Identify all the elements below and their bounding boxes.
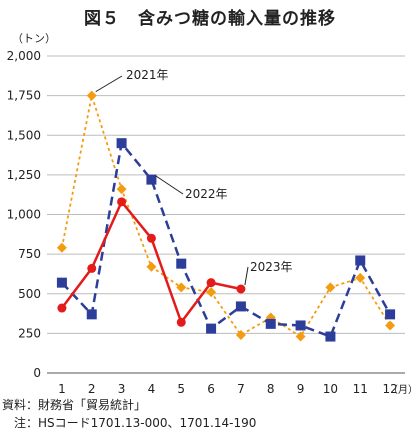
x-tick-label: 6 [207,382,215,396]
data-point [355,255,366,266]
source-note: 資料：財務省「貿易統計」 [2,398,147,412]
series-label: 2022年 [185,187,228,201]
data-point [86,90,97,101]
series-layer [56,90,396,342]
y-tick-label: 1,500 [7,128,41,142]
data-point [235,329,246,340]
x-tick-label: 5 [177,382,185,396]
data-point [56,242,67,253]
x-tick-label: 2 [88,382,96,396]
data-point [325,282,336,293]
y-tick-label: 0 [33,366,41,380]
data-point [206,287,217,298]
y-unit-label: （トン） [12,32,56,45]
data-point [86,309,97,320]
data-point [265,318,276,329]
x-unit-label: （月） [388,384,418,396]
x-tick-label: 3 [118,382,126,396]
x-tick-label: 11 [353,382,368,396]
data-point [146,233,156,243]
data-point [117,197,127,207]
y-tick-label: 250 [18,326,41,340]
data-point [176,282,187,293]
data-point [116,184,127,195]
data-point [87,263,97,273]
y-tick-label: 1,750 [7,89,41,103]
data-point [206,278,216,288]
x-tick-label: 8 [267,382,275,396]
data-point [146,174,157,185]
callout-line [155,175,184,195]
callout-line [95,75,123,93]
data-point [116,138,127,149]
series-line [61,95,391,338]
grid-lines [47,55,405,334]
chart-title: 図５ 含みつ糖の輸入量の推移 [84,9,336,29]
series-line [61,140,392,339]
data-point [56,277,67,288]
x-tick-label: 7 [237,382,245,396]
x-tick-label: 4 [148,382,156,396]
y-tick-label: 500 [18,287,41,301]
y-tick-label: 1,250 [7,168,41,182]
data-point [295,331,306,342]
data-point [206,323,217,334]
series-label: 2021年 [126,68,169,82]
data-point [385,320,396,331]
x-tick-label: 10 [323,382,338,396]
notes: 資料：財務省「貿易統計」 注：HSコード1701.13-000、1701.14-… [2,396,256,432]
x-tick-label: 1 [58,382,66,396]
y-tick-label: 2,000 [7,49,41,63]
callout-line [244,266,249,286]
series-labels: 2021年 2022年 2023年 [95,68,293,286]
data-point [236,284,246,294]
data-point [235,301,246,312]
x-tick-label: 9 [297,382,305,396]
data-point [295,320,306,331]
data-point [325,331,336,342]
y-tick-label: 1,000 [7,208,41,222]
y-tick-label: 750 [18,247,41,261]
code-note: 注：HSコード1701.13-000、1701.14-190 [2,416,257,430]
data-point [355,272,366,283]
data-point [176,258,187,269]
data-point [146,261,157,272]
data-point [176,317,186,327]
data-point [385,309,396,320]
x-tick-label: 12 [382,382,397,396]
series-label: 2023年 [250,260,293,274]
data-point [57,303,67,313]
